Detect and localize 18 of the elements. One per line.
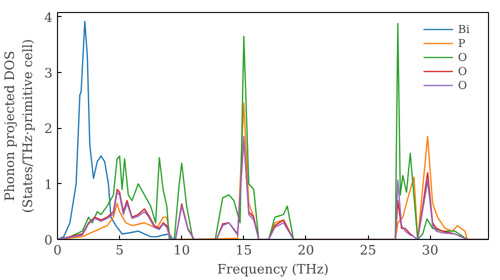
x-tick-label: 5 bbox=[115, 244, 124, 258]
y-tick-label: 2 bbox=[44, 122, 53, 138]
y-axis-title: Phonon projected DOS (States/THz·primitive cell) bbox=[3, 38, 36, 213]
y-tick-label: 3 bbox=[44, 66, 53, 82]
x-tick-label: 30 bbox=[422, 244, 438, 258]
legend-label: O bbox=[458, 78, 468, 92]
x-tick-label: 25 bbox=[360, 244, 376, 258]
x-axis-title: Frequency (THz) bbox=[217, 262, 329, 278]
legend-label: O bbox=[458, 50, 468, 64]
legend-label: O bbox=[458, 64, 468, 78]
x-tick-label: 10 bbox=[173, 244, 190, 258]
legend-label: Bi bbox=[458, 22, 471, 36]
x-tick-label: 20 bbox=[298, 244, 314, 258]
y-tick-label: 4 bbox=[44, 10, 53, 26]
legend-label: P bbox=[458, 36, 466, 50]
x-tick-label: 15 bbox=[236, 244, 252, 258]
y-tick-label: 0 bbox=[44, 234, 53, 248]
y-tick-label: 1 bbox=[44, 178, 53, 193]
